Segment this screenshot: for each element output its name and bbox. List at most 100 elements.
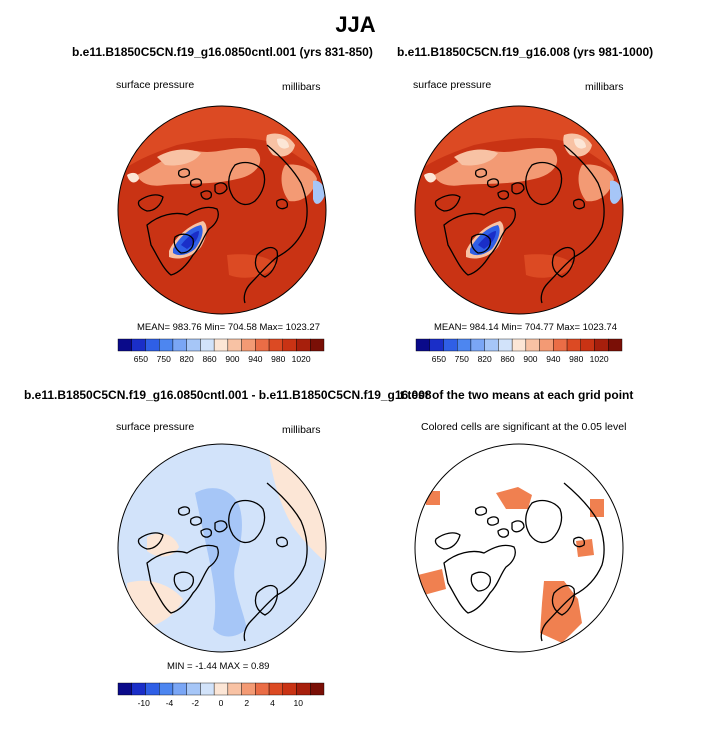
colorbar-swatch-13 <box>296 682 311 696</box>
coastline-8 <box>572 536 586 548</box>
coastline-4 <box>254 584 279 616</box>
field-band-mid <box>415 106 623 175</box>
colorbar-swatch-14 <box>310 682 325 696</box>
panel3-stats: MIN = -1.44 MAX = 0.89 <box>167 661 270 672</box>
colorbar-label-7: 1020 <box>292 354 311 364</box>
panel3-title: b.e11.B1850C5CN.f19_g16.0850cntl.001 - b… <box>24 388 432 402</box>
map-boundary <box>117 443 327 653</box>
diff-negative-region <box>195 488 247 637</box>
panel2-colorbar: 650 750 820 860 900 940 980 1020 <box>415 338 623 364</box>
coastline-0 <box>525 499 563 544</box>
panel2-map <box>414 105 624 315</box>
colorbar-swatch-8 <box>227 338 242 352</box>
colorbar-swatch-2 <box>145 682 160 696</box>
significant-cell-3 <box>576 539 594 557</box>
colorbar-swatch-9 <box>241 682 256 696</box>
colorbar-swatch-9 <box>241 338 256 352</box>
coastline-4 <box>254 246 279 278</box>
colorbar-swatch-5 <box>484 338 499 352</box>
coastline-9 <box>474 506 488 516</box>
coastline-7 <box>200 528 213 538</box>
map-boundary <box>117 105 327 315</box>
coastline-3 <box>540 144 605 304</box>
colorbar-label-6: 980 <box>569 354 583 364</box>
panel1-colorbar: 650 750 820 860 900 940 980 1020 <box>117 338 325 364</box>
colorbar-swatch-3 <box>159 682 174 696</box>
coastline-6 <box>214 182 228 195</box>
colorbar-label-1: 750 <box>455 354 469 364</box>
colorbar-swatch-5 <box>186 338 201 352</box>
coastline-3 <box>243 144 308 304</box>
colorbar-label-4: 900 <box>523 354 537 364</box>
panel4-title: t test of the two means at each grid poi… <box>400 388 634 402</box>
colorbar-swatch-0 <box>415 338 430 352</box>
colorbar-label-6: 980 <box>271 354 285 364</box>
panel3-left-label: surface pressure <box>116 421 195 433</box>
colorbar-swatch-14 <box>608 338 623 352</box>
panel2-stats: MEAN= 984.14 Min= 704.77 Max= 1023.74 <box>434 322 617 333</box>
colorbar-swatch-13 <box>594 338 609 352</box>
map-boundary <box>414 443 624 653</box>
coastline-7 <box>497 528 510 538</box>
colorbar-label-5: 4 <box>270 698 275 708</box>
coastline-9 <box>474 168 488 178</box>
colorbar-label-0: 650 <box>432 354 446 364</box>
coastline-1 <box>146 544 219 614</box>
coastline-8 <box>275 536 289 548</box>
coastline-1 <box>146 206 219 276</box>
colorbar-swatch-2 <box>443 338 458 352</box>
colorbar-swatch-4 <box>172 338 187 352</box>
colorbar-swatch-12 <box>282 338 297 352</box>
field-band-mid-2 <box>524 254 574 278</box>
field-band-mid-2 <box>227 254 277 278</box>
significant-cell-1 <box>496 487 532 509</box>
colorbar-label-3: 860 <box>202 354 216 364</box>
coastline-8 <box>275 198 289 210</box>
field-band-light-2 <box>578 164 614 202</box>
colorbar-swatch-1 <box>429 338 444 352</box>
colorbar-swatch-0 <box>117 682 132 696</box>
colorbar-swatch-3 <box>159 338 174 352</box>
coastline-4 <box>551 584 576 616</box>
coastline-3 <box>540 482 605 642</box>
colorbar-swatch-4 <box>470 338 485 352</box>
coastline-9 <box>177 506 191 516</box>
coastline-6 <box>511 182 525 195</box>
colorbar-swatch-10 <box>553 338 568 352</box>
field-band-white <box>277 138 289 149</box>
colorbar-swatch-10 <box>255 682 270 696</box>
coastline-8 <box>572 198 586 210</box>
map-boundary <box>414 105 624 315</box>
colorbar-swatch-14 <box>310 338 325 352</box>
panel1-title: b.e11.B1850C5CN.f19_g16.0850cntl.001 (yr… <box>72 45 373 59</box>
coastline-7 <box>200 190 213 200</box>
colorbar-swatch-2 <box>145 338 160 352</box>
colorbar-swatch-0 <box>117 338 132 352</box>
colorbar-label-1: 750 <box>157 354 171 364</box>
colorbar-swatch-1 <box>131 338 146 352</box>
coastline-2 <box>173 233 195 254</box>
colorbar-swatch-7 <box>213 682 229 696</box>
colorbar-swatch-11 <box>268 338 283 352</box>
diff-positive-region-2 <box>147 533 179 557</box>
colorbar-label-3: 860 <box>500 354 514 364</box>
colorbar-swatch-6 <box>200 682 215 696</box>
colorbar-swatch-5 <box>186 682 201 696</box>
panel4-subtitle: Colored cells are significant at the 0.0… <box>421 421 627 433</box>
colorbar-swatch-12 <box>580 338 595 352</box>
panel1-left-label: surface pressure <box>116 79 195 91</box>
panel1-units: millibars <box>282 81 321 93</box>
coastline-7 <box>497 190 510 200</box>
panel4-map <box>414 443 624 653</box>
coastline-5 <box>137 194 164 212</box>
colorbar-swatch-7 <box>213 338 229 352</box>
field-band-pale <box>454 149 498 166</box>
coastline-2 <box>173 571 195 592</box>
significant-cell-4 <box>418 569 446 595</box>
colorbar-label-2: -2 <box>191 698 199 708</box>
colorbar-label-5: 940 <box>546 354 560 364</box>
panel3-colorbar: -10 -4 -2 0 2 4 10 <box>117 682 325 708</box>
colorbar-swatch-4 <box>172 682 187 696</box>
field-band-pale <box>157 149 201 166</box>
panel2-units: millibars <box>585 81 624 93</box>
